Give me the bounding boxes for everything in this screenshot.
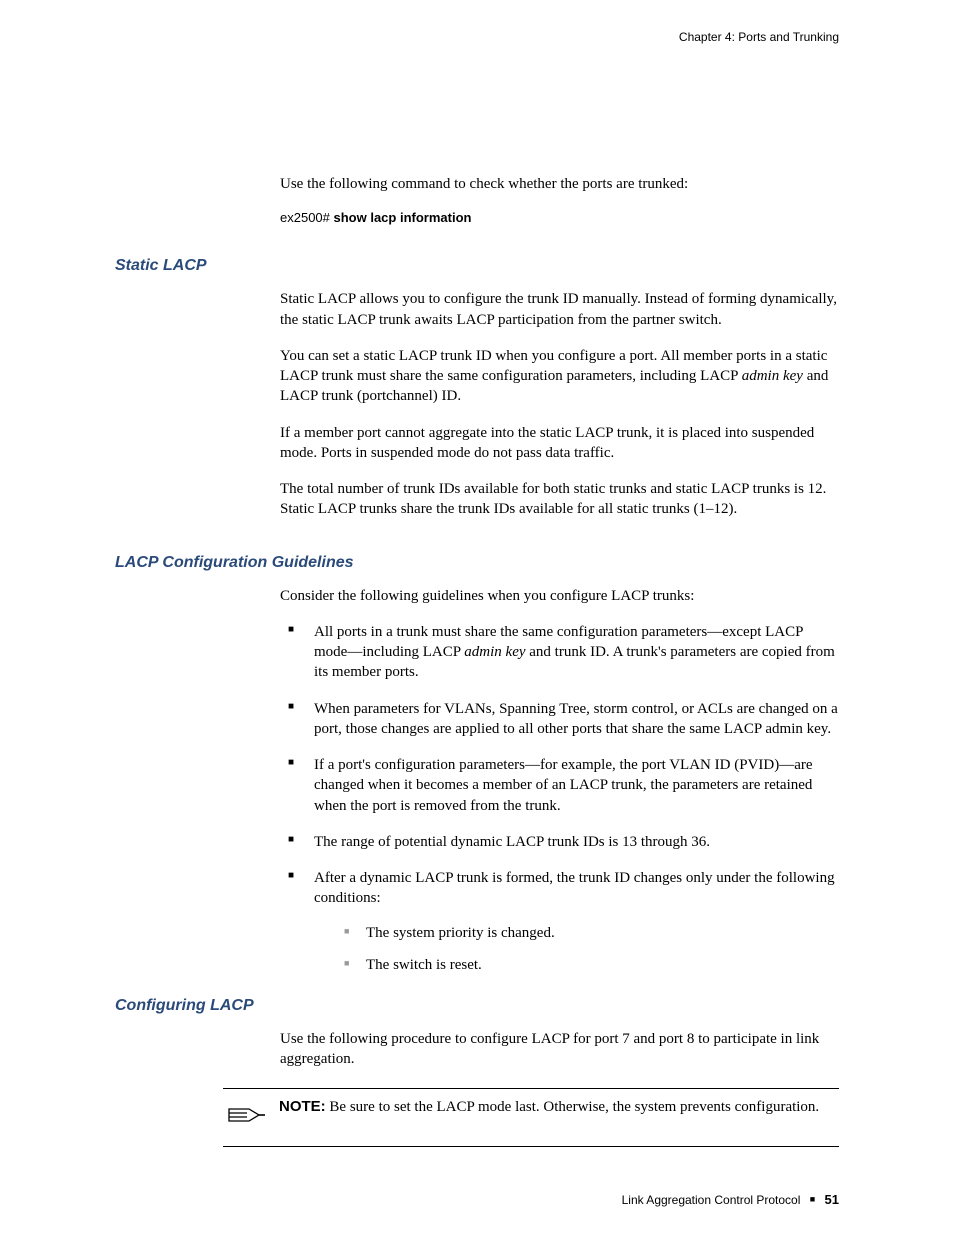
footer-page-number: 51 [825,1192,839,1207]
heading-guidelines: LACP Configuration Guidelines [115,554,839,572]
static-lacp-body: Static LACP allows you to configure the … [280,289,839,519]
note-text: NOTE: Be sure to set the LACP mode last.… [271,1097,839,1136]
guidelines-intro: Consider the following guidelines when y… [280,586,839,606]
heading-configuring: Configuring LACP [115,997,839,1015]
static-p1: Static LACP allows you to configure the … [280,289,839,330]
heading-static-lacp: Static LACP [115,257,839,275]
guidelines-intro-text: Consider the following guidelines when y… [280,586,839,606]
footer-separator-icon: ■ [810,1194,815,1204]
intro-paragraph: Use the following command to check wheth… [280,174,839,194]
static-p2: You can set a static LACP trunk ID when … [280,346,839,407]
list-item: If a port's configuration parameters—for… [302,755,839,816]
list-item: All ports in a trunk must share the same… [302,622,839,683]
list-item: After a dynamic LACP trunk is formed, th… [302,868,839,975]
sub-list: The system priority is changed. The swit… [334,923,839,976]
note-block: NOTE: Be sure to set the LACP mode last.… [223,1088,839,1147]
list-item: The range of potential dynamic LACP trun… [302,832,839,852]
static-p4: The total number of trunk IDs available … [280,479,839,520]
document-page: Chapter 4: Ports and Trunking Use the fo… [0,0,954,1177]
configuring-p1: Use the following procedure to configure… [280,1029,839,1070]
prompt: ex2500# [280,210,334,225]
sub-list-item: The system priority is changed. [356,923,839,943]
static-p3: If a member port cannot aggregate into t… [280,423,839,464]
footer-topic: Link Aggregation Control Protocol [622,1193,801,1207]
configuring-body: Use the following procedure to configure… [280,1029,839,1070]
intro-text: Use the following command to check wheth… [280,174,839,194]
sub-list-item: The switch is reset. [356,955,839,975]
command-line: ex2500# show lacp information [280,210,839,225]
footer: Link Aggregation Control Protocol ■ 51 [622,1192,839,1207]
list-item: When parameters for VLANs, Spanning Tree… [302,699,839,740]
note-hand-icon [223,1097,271,1136]
note-label: NOTE: [279,1098,326,1115]
command: show lacp information [334,210,472,225]
header-chapter: Chapter 4: Ports and Trunking [115,30,839,44]
guidelines-list: All ports in a trunk must share the same… [280,622,839,975]
